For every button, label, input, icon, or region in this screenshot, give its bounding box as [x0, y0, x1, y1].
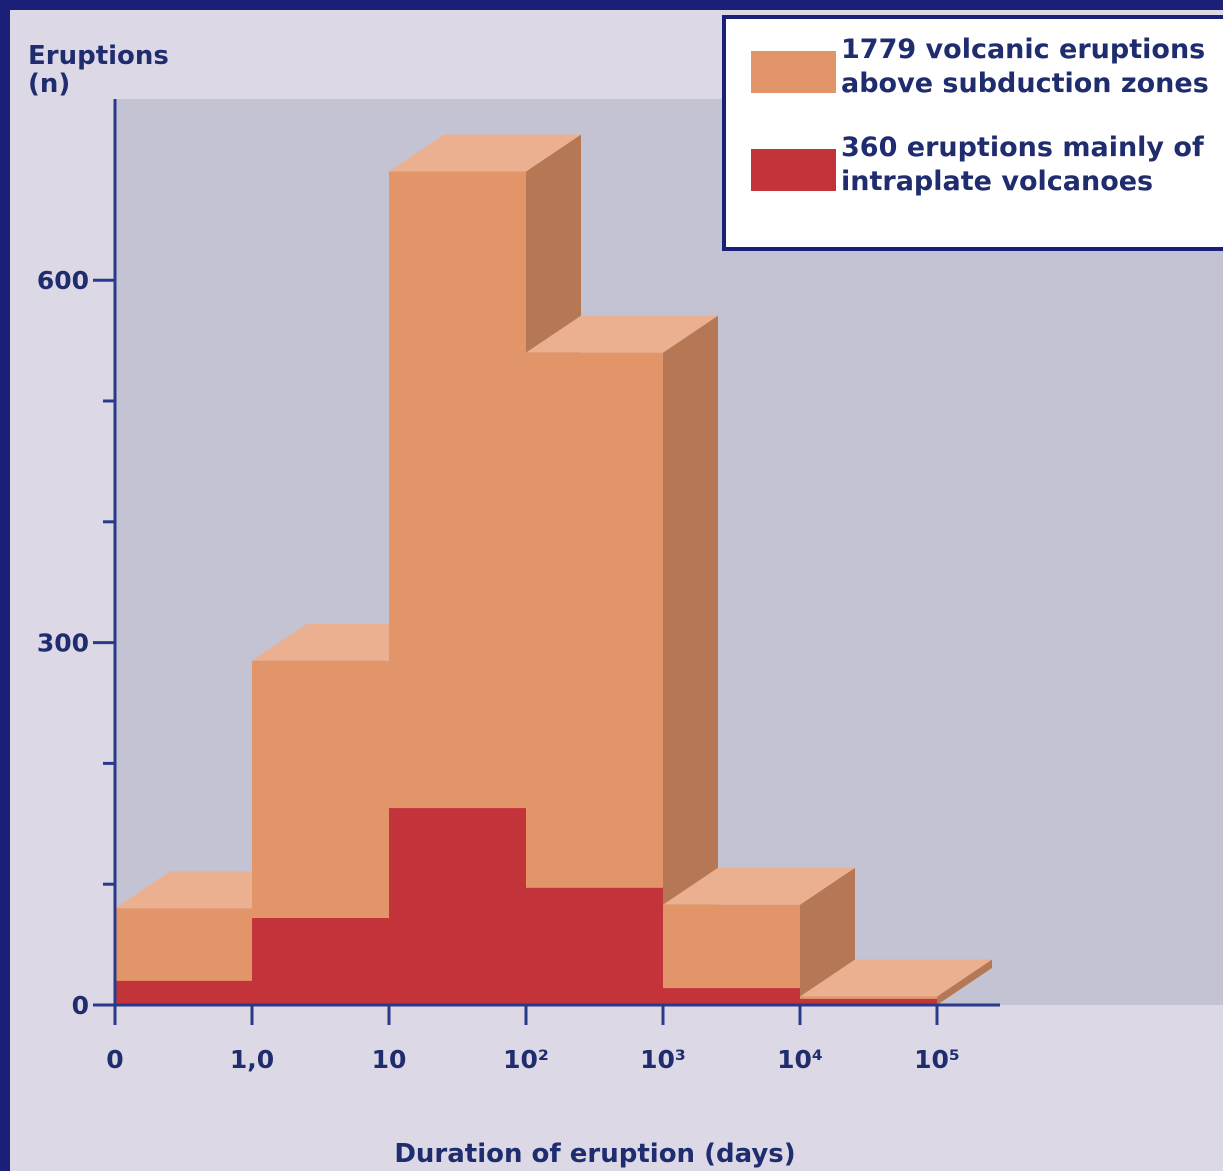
x-tick-label: 1,0: [230, 1045, 274, 1074]
bar-top: [526, 315, 718, 353]
y-tick-label: 0: [72, 991, 89, 1020]
x-tick-label: 10²: [503, 1045, 549, 1074]
x-tick-label: 0: [106, 1045, 123, 1074]
bar: [526, 887, 663, 1005]
legend: 1779 volcanic eruptions above subduction…: [722, 15, 1223, 251]
y-axis-label: Eruptions (n): [28, 41, 169, 99]
x-axis-label: Duration of eruption (days): [394, 1139, 796, 1169]
x-tick-label: 10³: [640, 1045, 686, 1074]
x-tick-label: 10: [372, 1045, 407, 1074]
bar-top: [800, 959, 992, 997]
bar: [115, 980, 252, 1005]
bar: [663, 988, 800, 1005]
bar-top: [663, 867, 855, 905]
legend-swatch: [751, 51, 836, 93]
chart-frame: 0 300 600 0 1,0 10 10² 10³ 10⁴ 10⁵ Eruptions (n) …: [10, 10, 1223, 1171]
bar-side: [937, 959, 992, 1005]
x-tick-label: 10⁵: [914, 1045, 960, 1074]
bar-side: [663, 315, 718, 1005]
legend-label: 1779 volcanic eruptions above subduction…: [841, 34, 1209, 99]
legend-label: 360 eruptions mainly of intraplate volca…: [841, 132, 1204, 197]
bar: [800, 998, 937, 1005]
x-tick-label: 10⁴: [777, 1045, 823, 1074]
y-tick-label: 300: [37, 629, 89, 658]
y-tick-label: 600: [37, 266, 89, 295]
bar: [389, 808, 526, 1005]
bar-top: [389, 134, 581, 172]
bar: [252, 918, 389, 1005]
legend-swatch: [751, 149, 836, 191]
